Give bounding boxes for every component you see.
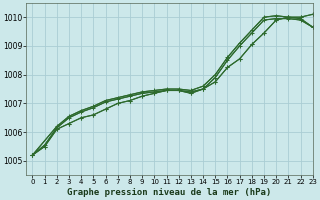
X-axis label: Graphe pression niveau de la mer (hPa): Graphe pression niveau de la mer (hPa) xyxy=(68,188,272,197)
